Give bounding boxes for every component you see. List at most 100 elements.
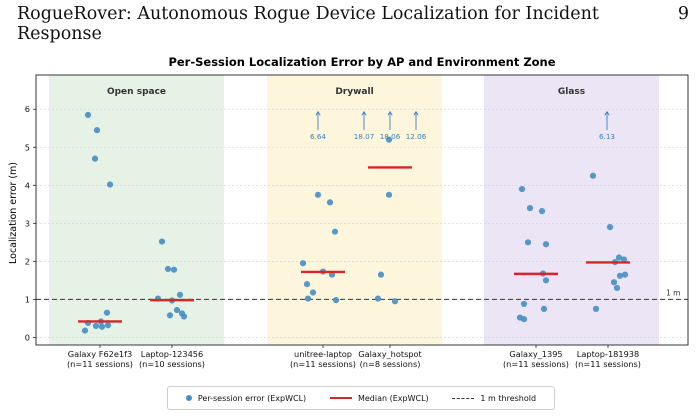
legend-threshold-label: 1 m threshold — [480, 393, 537, 403]
data-point — [540, 305, 548, 312]
data-point — [180, 313, 188, 320]
legend-item-points: Per-session error (ExpWCL) — [185, 393, 307, 403]
data-point — [173, 306, 181, 314]
data-point — [520, 316, 528, 323]
data-point — [104, 322, 112, 329]
y-tick-label: 2 — [25, 256, 30, 266]
zone-label: Open space — [107, 87, 166, 97]
x-tick-label: Laptop-181938 — [577, 349, 639, 359]
offscale-arrowhead — [315, 110, 321, 116]
data-point — [542, 241, 550, 248]
running-title: RogueRover: Autonomous Rogue Device Loca… — [17, 4, 599, 44]
data-point — [524, 239, 532, 246]
data-point — [542, 277, 550, 284]
offscale-arrowhead — [387, 110, 393, 116]
zone-band — [49, 75, 224, 345]
data-point — [616, 272, 624, 279]
offscale-arrowhead — [604, 110, 610, 116]
y-tick-label: 6 — [25, 104, 30, 114]
data-point — [314, 191, 322, 198]
data-point — [520, 300, 528, 308]
x-tick-label: Laptop-123456 — [141, 349, 203, 359]
data-point — [91, 155, 99, 162]
x-tick-label: Galaxy_hotspot — [358, 349, 422, 359]
zone-band — [484, 75, 659, 345]
x-tick-sublabel: (n=11 sessions) — [67, 359, 133, 369]
data-point — [81, 327, 89, 334]
chart-title: Per-Session Localization Error by AP and… — [168, 55, 555, 69]
data-point — [103, 309, 111, 316]
data-point — [170, 266, 178, 273]
data-point — [98, 323, 106, 330]
data-point — [93, 127, 101, 134]
data-point — [164, 265, 172, 273]
legend-item-threshold: 1 m threshold — [452, 394, 536, 403]
data-point — [84, 111, 92, 119]
y-tick-label: 1 — [25, 294, 30, 304]
data-point — [176, 291, 184, 298]
data-point — [518, 185, 526, 193]
legend-point-marker — [185, 395, 192, 401]
data-point — [331, 228, 339, 235]
legend-points-label: Per-session error (ExpWCL) — [197, 393, 307, 403]
x-tick-sublabel: (n=10 sessions) — [139, 359, 205, 369]
data-point — [621, 271, 629, 278]
legend-median-label: Median (ExpWCL) — [357, 393, 429, 403]
page-header: RogueRover: Autonomous Rogue Device Loca… — [17, 4, 689, 44]
data-point — [299, 260, 307, 267]
offscale-value-label: 6.64 — [310, 132, 326, 141]
data-point — [304, 295, 312, 302]
offscale-value-label: 12.06 — [406, 132, 427, 141]
offscale-value-label: 18.06 — [380, 132, 401, 141]
y-tick-label: 4 — [25, 180, 30, 190]
offscale-arrowhead — [413, 110, 419, 116]
data-point — [303, 281, 311, 288]
data-point — [592, 305, 600, 312]
data-point — [391, 298, 399, 305]
zone-label: Drywall — [335, 87, 373, 97]
legend-median-marker — [329, 397, 352, 399]
data-point — [385, 191, 393, 198]
zone-label: Glass — [558, 87, 585, 97]
x-tick-sublabel: (n=11 sessions) — [290, 359, 356, 369]
plot-frame — [35, 74, 689, 346]
y-axis-label: Localization error (m) — [8, 162, 19, 264]
data-point — [332, 297, 340, 304]
zone-band — [267, 75, 442, 345]
x-tick-label: Galaxy_1395 — [509, 349, 562, 359]
data-point — [615, 254, 623, 261]
threshold-label: 1 m — [666, 288, 680, 297]
data-point — [106, 181, 114, 188]
x-tick-sublabel: (n=11 sessions) — [575, 359, 641, 369]
data-point — [526, 204, 534, 212]
x-tick-label: Galaxy F62e1f3 — [68, 349, 132, 359]
data-point — [538, 208, 546, 215]
offscale-arrowhead — [361, 110, 367, 116]
data-point — [92, 322, 100, 330]
offscale-value-label: 6.13 — [599, 132, 615, 141]
data-point — [326, 199, 334, 206]
legend-threshold-marker — [452, 397, 475, 399]
y-tick-label: 3 — [25, 218, 30, 228]
data-point — [158, 238, 166, 245]
page-number: 9 — [677, 4, 689, 24]
data-point — [166, 312, 174, 319]
data-point — [374, 295, 382, 302]
x-tick-sublabel: (n=11 sessions) — [503, 359, 569, 369]
y-tick-label: 5 — [25, 142, 30, 152]
data-point — [613, 284, 621, 292]
data-point — [589, 172, 597, 179]
data-point — [309, 289, 317, 296]
x-tick-sublabel: (n=8 sessions) — [360, 359, 421, 369]
offscale-value-label: 18.07 — [354, 132, 375, 141]
chart-legend: Per-session error (ExpWCL) Median (ExpWC… — [167, 386, 555, 410]
legend-item-median: Median (ExpWCL) — [329, 393, 429, 403]
data-point — [606, 224, 614, 231]
data-point — [610, 279, 618, 286]
data-point — [385, 136, 393, 143]
x-tick-label: unitree-laptop — [294, 349, 352, 359]
data-point — [620, 256, 628, 263]
data-point — [377, 271, 385, 278]
y-tick-label: 0 — [25, 332, 30, 342]
